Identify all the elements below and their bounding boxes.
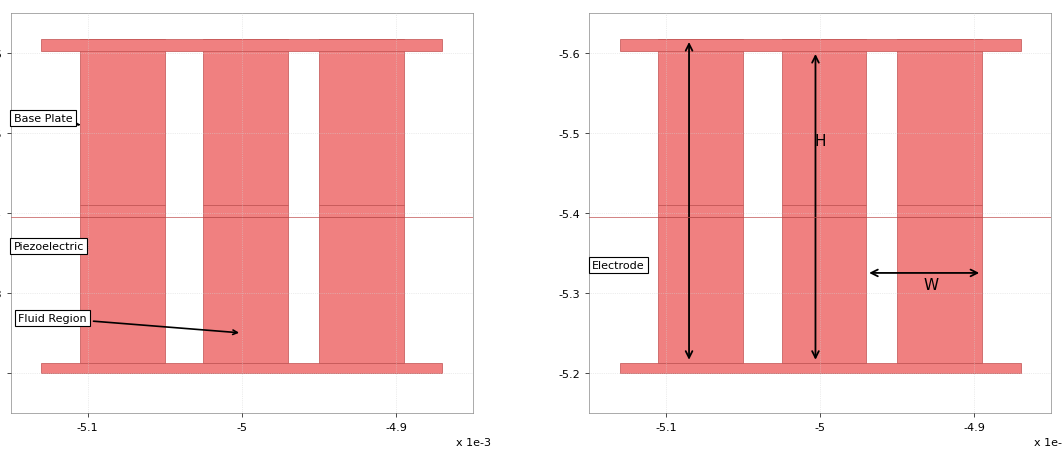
Text: Base Plate: Base Plate — [14, 114, 79, 127]
Bar — [658, 218, 743, 363]
Bar — [319, 40, 404, 206]
Bar — [319, 218, 404, 363]
Text: Piezoelectric: Piezoelectric — [14, 241, 84, 253]
Bar — [658, 40, 743, 206]
X-axis label: x 1e-3: x 1e-3 — [1034, 437, 1062, 447]
Bar — [897, 40, 982, 206]
Bar — [41, 40, 443, 52]
X-axis label: x 1e-3: x 1e-3 — [456, 437, 491, 447]
Bar — [897, 206, 982, 218]
Text: Fluid Region: Fluid Region — [18, 313, 237, 335]
Text: W: W — [924, 278, 939, 293]
Bar — [203, 218, 288, 363]
Bar — [897, 218, 982, 363]
Bar — [80, 218, 165, 363]
Bar — [80, 206, 165, 218]
Bar — [203, 40, 288, 206]
Bar — [619, 363, 1021, 373]
Bar — [619, 40, 1021, 52]
Bar — [319, 206, 404, 218]
Bar — [782, 206, 867, 218]
Bar — [782, 40, 867, 206]
Bar — [782, 218, 867, 363]
Text: Electrode: Electrode — [592, 260, 645, 270]
Bar — [41, 363, 443, 373]
Bar — [80, 40, 165, 206]
Text: H: H — [815, 134, 826, 149]
Bar — [658, 206, 743, 218]
Bar — [203, 206, 288, 218]
